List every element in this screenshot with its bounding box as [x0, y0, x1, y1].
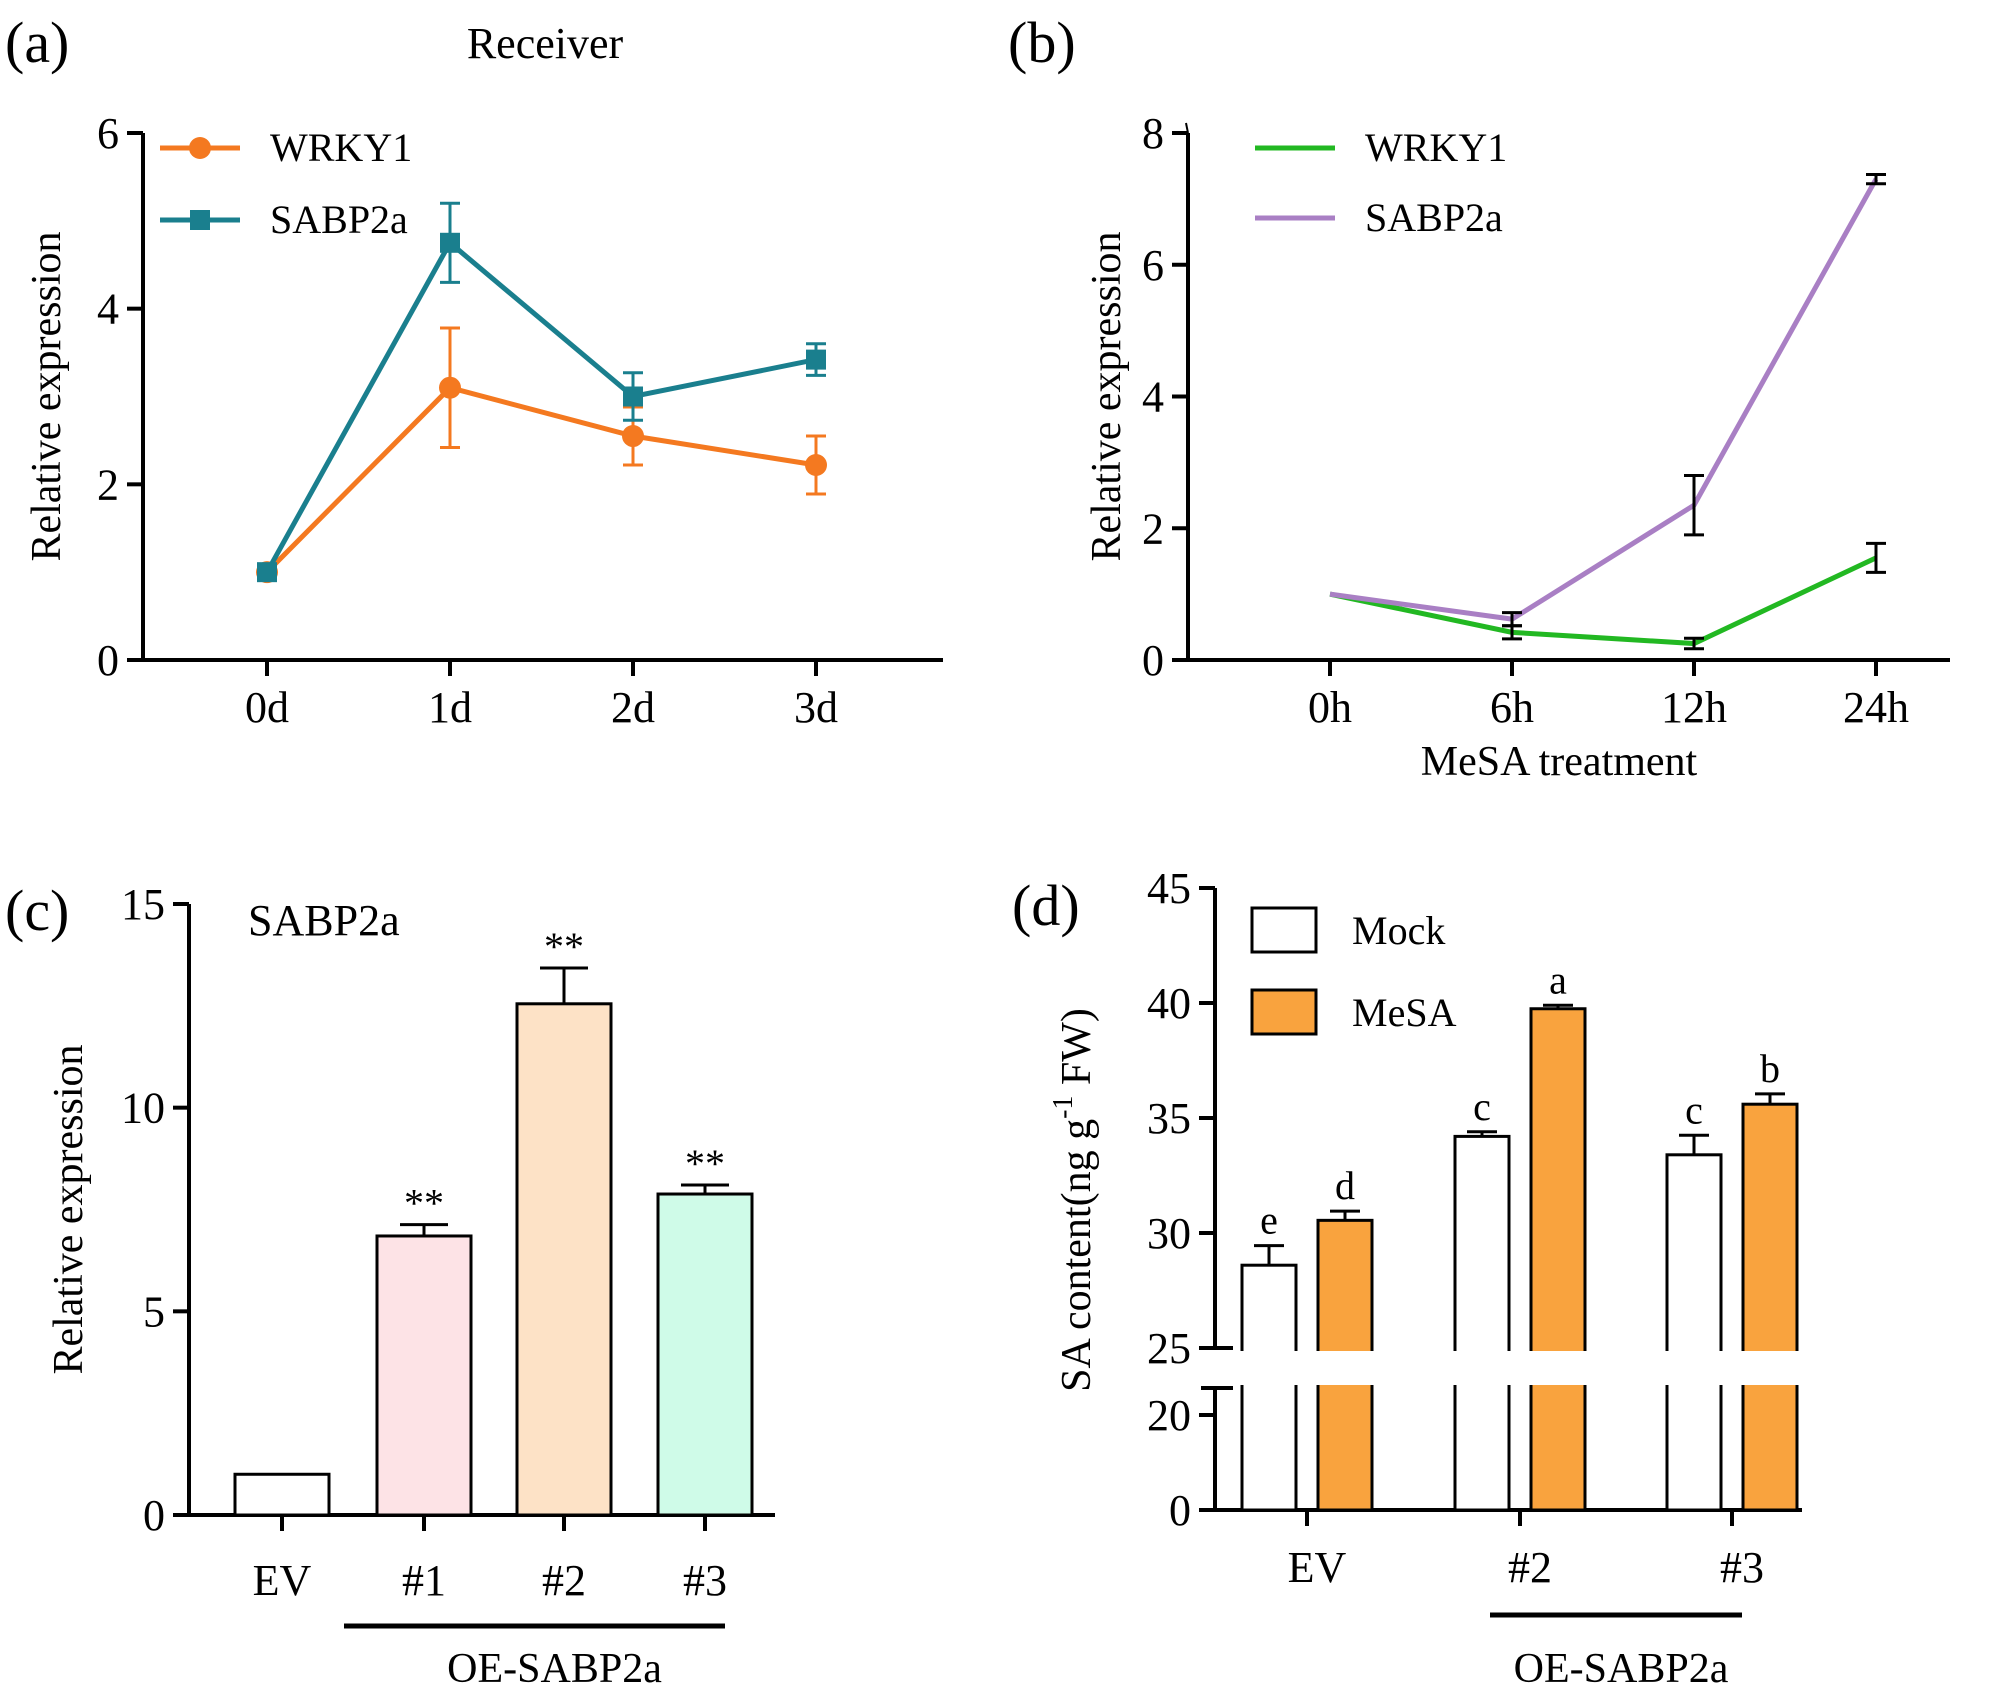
legend-label: WRKY1	[1365, 125, 1507, 170]
y-axis-title: SA content(ng g-1 FW)	[1048, 1008, 1100, 1392]
x-tick-label: EV	[253, 1556, 312, 1605]
y-axis-title: Relative expression	[24, 231, 70, 561]
legend-label: Mock	[1352, 908, 1445, 953]
panel-label: (c)	[5, 878, 69, 943]
data-point	[622, 425, 644, 448]
y-tick-label: 10	[121, 1084, 165, 1133]
data-point	[439, 376, 461, 399]
y-tick-label: 2	[97, 460, 119, 509]
significance-label: **	[404, 1181, 444, 1226]
bar-mock	[1665, 1153, 1723, 1512]
x-tick-label: #2	[542, 1556, 586, 1605]
significance-label: **	[685, 1141, 725, 1186]
bar-mesa	[1741, 1102, 1799, 1512]
y-axis-title: Relative expression	[46, 1044, 92, 1374]
significance-letter: b	[1760, 1046, 1780, 1091]
significance-letter: a	[1549, 957, 1567, 1002]
bar-mock	[1453, 1134, 1511, 1512]
y-tick-label: 25	[1147, 1324, 1191, 1373]
legend-swatch	[1250, 988, 1318, 1036]
x-tick-label: 2d	[611, 683, 655, 732]
y-tick-label: 35	[1147, 1094, 1191, 1143]
y-tick-label: 4	[97, 285, 119, 334]
series-line-wrky1	[1329, 555, 1878, 647]
series-line-sabp2a	[1329, 177, 1879, 622]
legend-marker	[190, 210, 210, 230]
significance-letter: e	[1260, 1198, 1278, 1243]
series-line-wrky1	[265, 384, 817, 574]
bar	[233, 1472, 331, 1517]
group-label: OE-SABP2a	[1514, 1646, 1729, 1686]
x-tick-label: #3	[683, 1556, 727, 1605]
x-tick-label: 0h	[1308, 683, 1352, 732]
y-tick-label: 8	[1142, 109, 1164, 158]
x-tick-label: EV	[1288, 1543, 1347, 1592]
data-point	[806, 349, 826, 370]
group-label: OE-SABP2a	[447, 1646, 662, 1686]
y-axis-title-superscript: -1	[1048, 1096, 1079, 1119]
data-point	[257, 562, 277, 583]
legend-label: SABP2a	[270, 197, 408, 242]
y-tick-label: 0	[97, 636, 119, 685]
bar-mesa	[1529, 1007, 1587, 1512]
y-axis-title-tail: FW)	[1054, 1008, 1100, 1096]
x-tick-label: 3d	[794, 683, 838, 732]
x-axis-title: MeSA treatment	[1421, 739, 1698, 785]
x-tick-label: 1d	[428, 683, 472, 732]
bar	[375, 1234, 473, 1517]
y-tick-label: 6	[97, 109, 119, 158]
series-line-sabp2a	[264, 238, 817, 574]
y-tick-label: 6	[1142, 241, 1164, 290]
significance-letter: c	[1685, 1087, 1703, 1132]
y-tick-label: 0	[1142, 636, 1164, 685]
y-tick-label: 40	[1147, 979, 1191, 1028]
panel-d-bar-chart: (d) 0 20 25 30 35 40 45 SA content(ng g-1 FW) e c c…	[1012, 864, 1805, 1686]
data-point	[440, 232, 460, 253]
chart-title: Receiver	[467, 19, 624, 68]
legend-marker	[189, 137, 211, 159]
y-tick-label: 0	[1169, 1486, 1191, 1535]
panel-label: (a)	[5, 10, 69, 75]
x-tick-label: #2	[1508, 1543, 1552, 1592]
panel-a-line-chart: (a) Receiver 0 2 4 6 0d 1d 2d 3d Relative expressi…	[5, 10, 943, 732]
y-tick-label: 15	[121, 880, 165, 929]
data-point	[623, 386, 643, 407]
axis-break-gap	[1218, 1351, 1805, 1385]
y-tick-label: 0	[143, 1491, 165, 1540]
x-tick-label: 0d	[245, 683, 289, 732]
y-tick-label: 4	[1142, 373, 1164, 422]
y-tick-label: 2	[1142, 504, 1164, 553]
panel-label: (d)	[1012, 873, 1080, 938]
panel-c-bar-chart: (c) SABP2a 0 5 10 15 Relative expression EV #1 **…	[5, 878, 775, 1686]
data-point	[805, 454, 827, 477]
panel-label: (b)	[1008, 10, 1076, 75]
legend-label: SABP2a	[1365, 195, 1503, 240]
x-tick-label: 24h	[1843, 683, 1909, 732]
x-tick-label: #3	[1720, 1543, 1764, 1592]
x-tick-label: 12h	[1661, 683, 1727, 732]
y-axis-title-main: SA content(ng g	[1054, 1119, 1100, 1392]
panel-b-line-chart: (b) 0 2 4 6 8 0h 6h 12h 24h Relative expression MeS…	[1008, 10, 1950, 785]
x-tick-label: 6h	[1490, 683, 1534, 732]
legend-label: MeSA	[1352, 990, 1457, 1035]
y-tick-label: 20	[1147, 1391, 1191, 1440]
y-tick-label: 5	[143, 1287, 165, 1336]
significance-letter: c	[1473, 1084, 1491, 1129]
legend-swatch	[1250, 906, 1318, 954]
y-tick-label: 30	[1147, 1209, 1191, 1258]
legend-label: WRKY1	[270, 125, 412, 170]
bar	[515, 1002, 613, 1517]
bar	[656, 1192, 754, 1517]
y-tick-label: 45	[1147, 864, 1191, 913]
chart-title: SABP2a	[248, 896, 400, 945]
significance-letter: d	[1335, 1163, 1355, 1208]
y-axis-title: Relative expression	[1084, 231, 1130, 561]
bar-mock	[1240, 1263, 1298, 1512]
x-tick-label: #1	[402, 1556, 446, 1605]
significance-label: **	[544, 924, 584, 969]
